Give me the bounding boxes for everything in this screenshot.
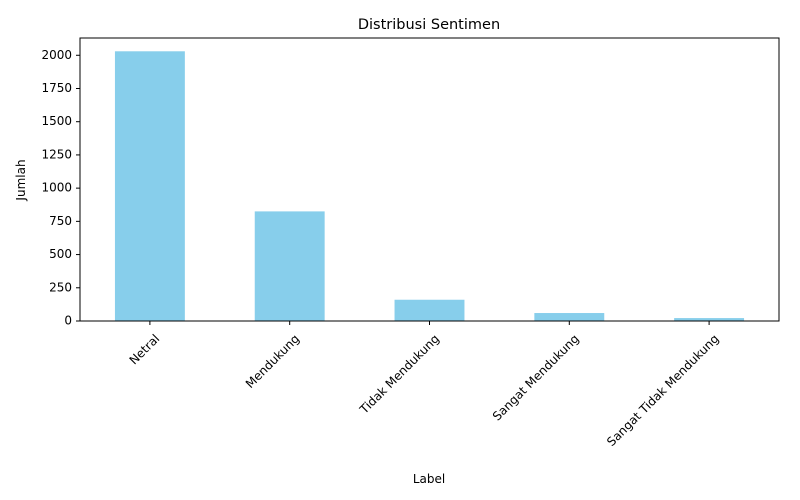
x-tick-label: Mendukung: [243, 332, 302, 391]
bar-3: [534, 313, 605, 321]
y-tick-label: 1750: [41, 81, 72, 95]
y-tick-label: 0: [64, 314, 72, 328]
y-tick-label: 500: [49, 247, 72, 261]
x-tick-label: Tidak Mendukung: [356, 332, 442, 418]
y-tick-label: 2000: [41, 48, 72, 62]
bars-group: [114, 51, 745, 322]
x-tick-label: Sangat Tidak Mendukung: [604, 332, 721, 449]
bar-4: [674, 318, 745, 321]
x-axis: Netral Mendukung Tidak Mendukung Sangat Men…: [127, 321, 722, 449]
y-tick-label: 1500: [41, 114, 72, 128]
y-tick-label: 1000: [41, 181, 72, 195]
x-tick-label: Sangat Mendukung: [490, 332, 582, 424]
y-tick-label: 750: [49, 214, 72, 228]
bar-1: [254, 211, 325, 321]
chart-title: Distribusi Sentimen: [358, 17, 500, 33]
x-tick-label: Netral: [127, 332, 163, 368]
y-axis: 0 250 500 750 1000 1250 1500 1750 2000: [41, 48, 80, 328]
y-axis-label: Jumlah: [14, 159, 28, 201]
y-tick-label: 1250: [41, 147, 72, 161]
y-tick-label: 250: [49, 280, 72, 294]
x-axis-label: Label: [413, 472, 445, 486]
bar-2: [394, 299, 465, 321]
bar-0: [114, 51, 185, 322]
plot-frame: [79, 37, 780, 322]
